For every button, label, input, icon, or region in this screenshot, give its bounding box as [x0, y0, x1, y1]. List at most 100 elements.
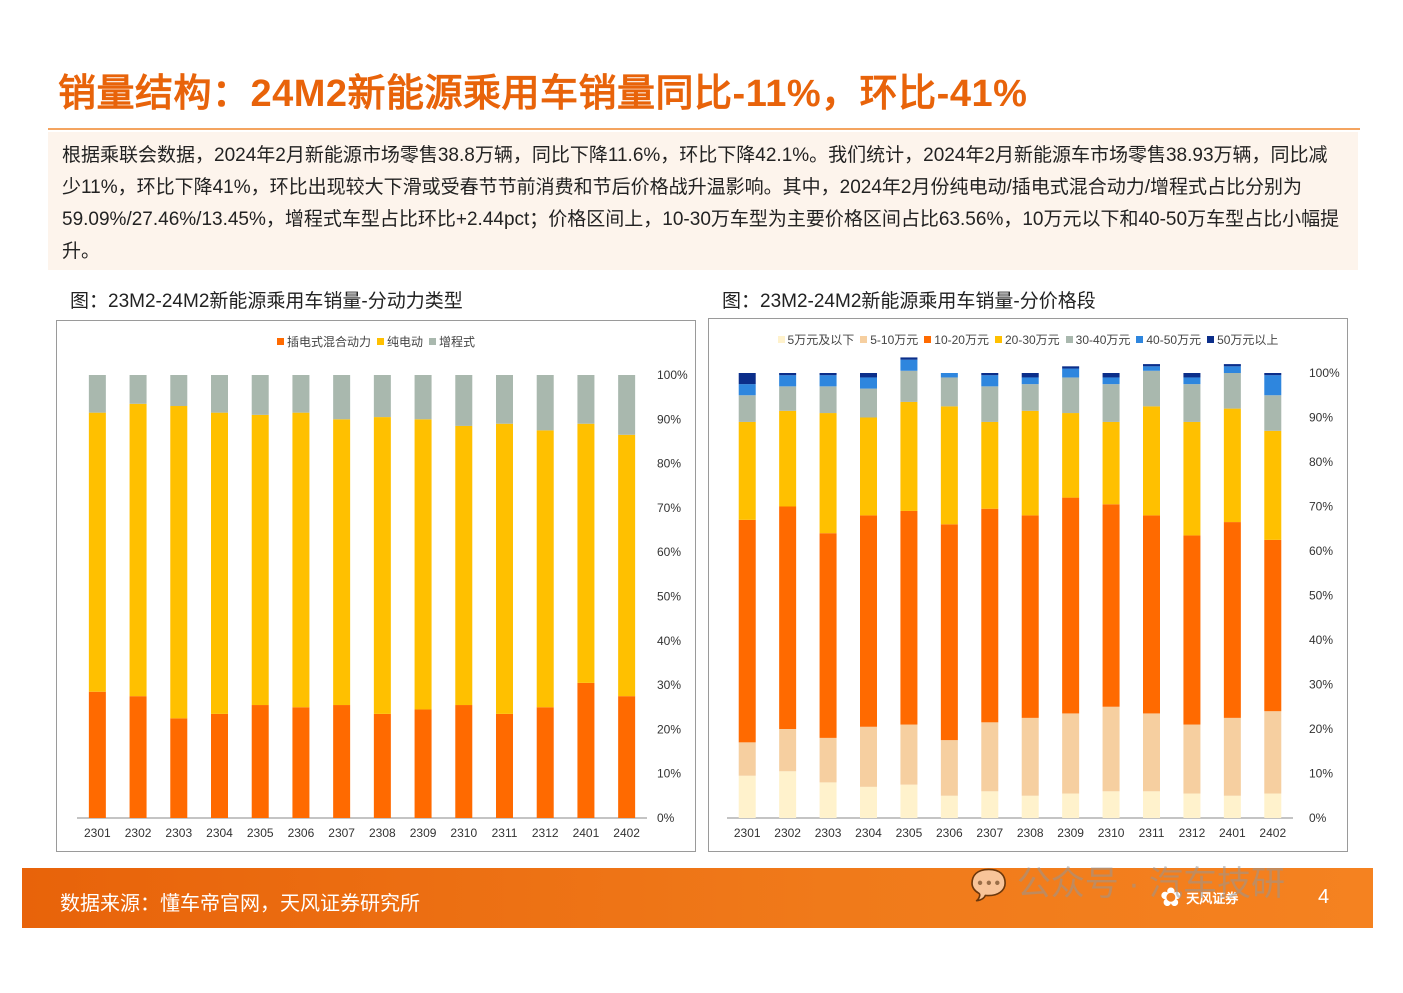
brand-name: 天风证券 — [1186, 891, 1239, 906]
bar-segment — [333, 705, 351, 818]
legend-item: 30-40万元 — [1065, 331, 1130, 348]
legend-item: 5-10万元 — [860, 331, 918, 348]
x-tick-label: 2312 — [1179, 826, 1206, 840]
bar-segment — [900, 724, 918, 785]
bar-segment — [738, 384, 756, 396]
x-tick-label: 2302 — [774, 826, 801, 840]
bar-segment — [940, 524, 958, 741]
legend-label: 5万元及以下 — [787, 333, 855, 347]
bar-segment — [940, 406, 958, 525]
bar-segment — [496, 713, 513, 818]
bar-segment — [1062, 377, 1080, 414]
bar-segment — [129, 375, 147, 404]
bar-segment — [1102, 384, 1120, 422]
legend-swatch — [276, 338, 284, 345]
bar-segment — [940, 795, 958, 818]
bar-segment — [1143, 364, 1160, 367]
bar-segment — [1021, 384, 1039, 411]
bar-segment — [1021, 410, 1039, 516]
x-tick-label: 2402 — [613, 826, 640, 840]
y-tick-label: 30% — [657, 678, 681, 692]
legend-item: 5万元及以下 — [777, 331, 855, 348]
bar-segment — [577, 682, 595, 818]
x-tick-label: 2303 — [165, 826, 192, 840]
y-tick-label: 60% — [657, 545, 681, 559]
bar-segment — [1183, 724, 1201, 794]
bar-segment — [170, 718, 188, 818]
bar-segment — [292, 707, 310, 818]
bar-segment — [860, 388, 877, 418]
y-tick-label: 40% — [1309, 633, 1333, 647]
bar-segment — [455, 375, 473, 426]
bar-segment — [251, 375, 269, 415]
bar-segment — [1062, 497, 1080, 714]
bar-segment — [738, 395, 756, 422]
x-tick-label: 2301 — [734, 826, 761, 840]
bar-segment — [211, 375, 228, 413]
bar-segment — [333, 419, 351, 706]
bar-segment — [373, 375, 391, 418]
bar-segment — [981, 375, 999, 387]
bar-segment — [1223, 795, 1241, 818]
bar-segment — [900, 510, 918, 725]
bar-segment — [577, 375, 595, 424]
bar-segment — [88, 375, 106, 413]
y-tick-label: 50% — [1309, 589, 1333, 603]
bar-segment — [1264, 375, 1282, 396]
y-tick-label: 20% — [1309, 722, 1333, 736]
x-tick-label: 2401 — [573, 826, 600, 840]
legend-swatch — [429, 338, 436, 345]
bar-segment — [1021, 377, 1039, 385]
y-tick-label: 70% — [657, 501, 681, 515]
bar-segment — [900, 359, 918, 371]
bar-segment — [1223, 373, 1241, 409]
bar-segment — [1264, 539, 1282, 712]
bar-segment — [1143, 713, 1160, 792]
x-tick-label: 2401 — [1219, 826, 1246, 840]
bar-segment — [170, 406, 188, 719]
bar-segment — [819, 373, 837, 376]
bar-segment — [900, 401, 918, 511]
x-tick-label: 2306 — [936, 826, 963, 840]
powertrain-chart: 插电式混合动力 纯电动 增程式 0% 10% 20% 30% 40% 50% 60% 70% 80%… — [56, 320, 696, 852]
bar-segment — [1021, 717, 1039, 796]
x-tick-label: 2308 — [369, 826, 396, 840]
chart-legend: 插电式混合动力 纯电动 增程式 — [57, 333, 695, 350]
y-tick-label: 100% — [657, 368, 688, 382]
bar-segment — [1183, 384, 1201, 422]
legend-item: 40-50万元 — [1136, 331, 1201, 348]
bar-segment — [819, 413, 837, 534]
legend-label: 40-50万元 — [1146, 333, 1202, 347]
bar-segment — [536, 430, 554, 708]
bar-segment — [414, 419, 432, 710]
bar-segment — [819, 533, 837, 738]
y-tick-label: 80% — [1309, 455, 1333, 469]
y-tick-label: 40% — [657, 634, 681, 648]
bar-segment — [981, 791, 999, 818]
x-tick-label: 2303 — [815, 826, 842, 840]
bar-segment — [496, 423, 513, 714]
bar-segment — [981, 722, 999, 792]
bar-segment — [129, 696, 147, 818]
bar-segment — [738, 742, 756, 776]
bar-segment — [819, 386, 837, 414]
bar-segment — [779, 410, 797, 507]
bar-segment — [940, 377, 958, 407]
bar-segment — [1062, 366, 1080, 369]
bar-segment — [1062, 793, 1080, 818]
legend-swatch — [1065, 336, 1073, 343]
x-tick-label: 2402 — [1259, 826, 1286, 840]
y-tick-label: 20% — [657, 722, 681, 736]
bar-segment — [738, 373, 756, 385]
bar-segment — [819, 737, 837, 783]
bar-segment — [1021, 373, 1039, 378]
bar-segment — [1102, 377, 1120, 385]
x-tick-label: 2311 — [1139, 826, 1165, 840]
y-tick-label: 0% — [657, 811, 675, 825]
bar-segment — [1264, 711, 1282, 794]
bar-segment — [981, 386, 999, 422]
bar-segment — [860, 417, 877, 516]
bar-segment — [1223, 364, 1241, 367]
x-tick-label: 2310 — [450, 826, 477, 840]
bar-segment — [1102, 706, 1120, 792]
